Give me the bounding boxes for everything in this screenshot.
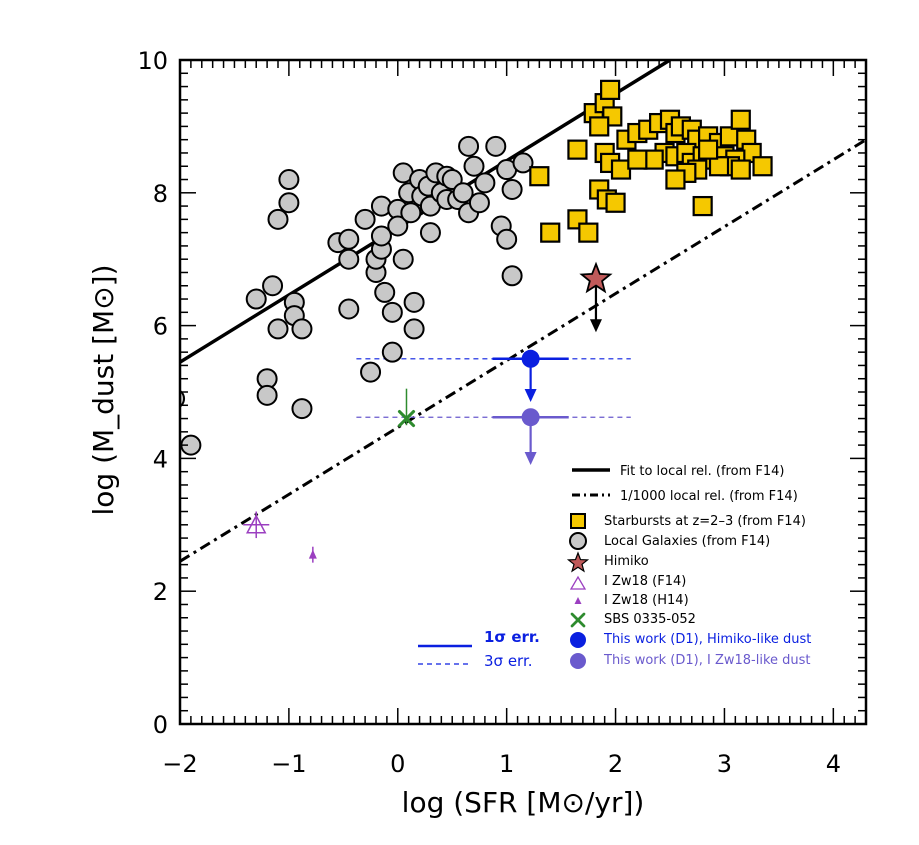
legend-work-himiko-marker: [570, 632, 586, 648]
local-galaxy-point: [267, 318, 289, 340]
legend-izw18-h14-label: I Zw18 (H14): [604, 593, 689, 608]
local-galaxy-point: [403, 291, 425, 313]
legend-izw18-f14-label: I Zw18 (F14): [604, 574, 686, 589]
work-himiko-point: [521, 349, 540, 368]
local-galaxy-point: [291, 318, 313, 340]
izw18-f14-point: [245, 514, 267, 534]
starburst-point: [578, 222, 599, 243]
local-galaxy-point: [496, 228, 518, 250]
local-galaxy-point: [381, 341, 403, 363]
starburst-point: [600, 79, 621, 100]
local-galaxy-point: [403, 318, 425, 340]
legend-3sigma-label: 3σ err.: [484, 652, 533, 670]
local-galaxy-point: [468, 192, 490, 214]
x-tick-label: 1: [499, 750, 514, 778]
legend-starburst-marker: [570, 513, 586, 529]
local-galaxy-point: [512, 152, 534, 174]
local-relation-1000-line: [180, 138, 866, 563]
legend-1sigma-label: 1σ err.: [484, 628, 540, 646]
starburst-point: [698, 139, 719, 160]
relation-lines: [180, 60, 866, 563]
x-tick-label: −1: [271, 750, 306, 778]
himiko-point: [579, 261, 613, 294]
starburst-point: [708, 156, 730, 177]
starburst-point: [692, 195, 713, 217]
local-galaxy-point: [360, 361, 382, 383]
local-galaxy-point: [278, 169, 300, 191]
local-galaxy-point: [501, 178, 523, 200]
legend: Fit to local rel. (from F14) 1/1000 local…: [418, 464, 811, 670]
local-galaxy-point: [441, 169, 463, 191]
starburst-point: [730, 159, 751, 180]
legend-fit-label: Fit to local rel. (from F14): [620, 464, 784, 479]
legend-izw18-f14-marker: [569, 575, 587, 590]
local-galaxy-point: [262, 275, 284, 297]
x-tick-label: 4: [826, 750, 841, 778]
legend-local-marker: [569, 532, 587, 550]
local-galaxy-point: [245, 288, 267, 310]
local-galaxy-point: [501, 265, 523, 287]
x-axis-label: log (SFR [M⊙/yr]): [402, 786, 645, 819]
legend-local-label: Local Galaxies (from F14): [604, 534, 770, 549]
y-tick-label: 0: [153, 711, 168, 739]
work-izw18-point: [521, 408, 540, 427]
local-galaxy-point: [400, 202, 422, 224]
y-axis-label: log (M_dust [M⊙]): [87, 264, 120, 515]
sbs-point: [397, 409, 416, 428]
local-galaxy-point: [354, 208, 376, 230]
legend-1000-label: 1/1000 local rel. (from F14): [620, 489, 798, 504]
local-galaxy-point: [485, 135, 507, 157]
starburst-point: [589, 116, 610, 137]
legend-himiko-label: Himiko: [604, 554, 649, 569]
local-galaxy-point: [256, 384, 278, 406]
axes: −2 −1 0 1 2 3 4 0 2 4 6 8 10: [137, 47, 868, 778]
starburst-point: [665, 169, 686, 190]
local-galaxy-point: [419, 222, 441, 244]
starburst-point: [627, 149, 648, 170]
legend-work-himiko-label: This work (D1), Himiko-like dust: [603, 632, 811, 647]
local-galaxy-point: [338, 248, 360, 270]
legend-himiko-marker: [566, 551, 590, 573]
starburst-point: [730, 109, 751, 130]
x-tick-label: 2: [608, 750, 623, 778]
legend-izw18-h14-marker: [574, 597, 582, 604]
starburst-point: [567, 139, 588, 160]
legend-work-izw18-label: This work (D1), I Zw18-like dust: [603, 653, 811, 668]
local-galaxy-point: [374, 281, 396, 303]
local-galaxy-point: [452, 182, 474, 204]
y-tick-label: 4: [153, 445, 168, 473]
x-tick-label: 3: [717, 750, 732, 778]
legend-sbs-label: SBS 0335-052: [604, 612, 696, 627]
izw18-h14-point: [308, 549, 317, 559]
local-galaxy-point: [291, 398, 313, 420]
y-tick-label: 2: [153, 578, 168, 606]
starburst-point: [752, 156, 773, 177]
local-galaxy-point: [387, 215, 409, 237]
y-tick-label: 6: [153, 313, 168, 341]
data-points: [180, 79, 773, 559]
y-tick-label: 10: [137, 47, 168, 75]
legend-work-izw18-marker: [570, 653, 586, 669]
local-galaxy-point: [278, 192, 300, 214]
legend-sbs-marker: [570, 612, 586, 628]
local-galaxy-point: [370, 225, 392, 247]
local-galaxy-point: [474, 172, 496, 194]
local-galaxy-point: [381, 301, 403, 323]
starburst-point: [605, 192, 626, 213]
legend-starburst-label: Starbursts at z=2–3 (from F14): [604, 514, 806, 529]
local-galaxy-point: [392, 248, 414, 270]
starburst-point: [540, 222, 561, 243]
local-galaxy-point: [338, 298, 360, 320]
local-galaxy-point: [338, 228, 360, 250]
x-tick-label: −2: [162, 750, 197, 778]
local-galaxy-point: [463, 155, 485, 177]
local-galaxy-point: [458, 135, 480, 157]
x-tick-label: 0: [390, 750, 405, 778]
local-galaxy-point: [267, 208, 289, 230]
y-tick-label: 8: [153, 180, 168, 208]
starburst-point: [529, 166, 550, 187]
